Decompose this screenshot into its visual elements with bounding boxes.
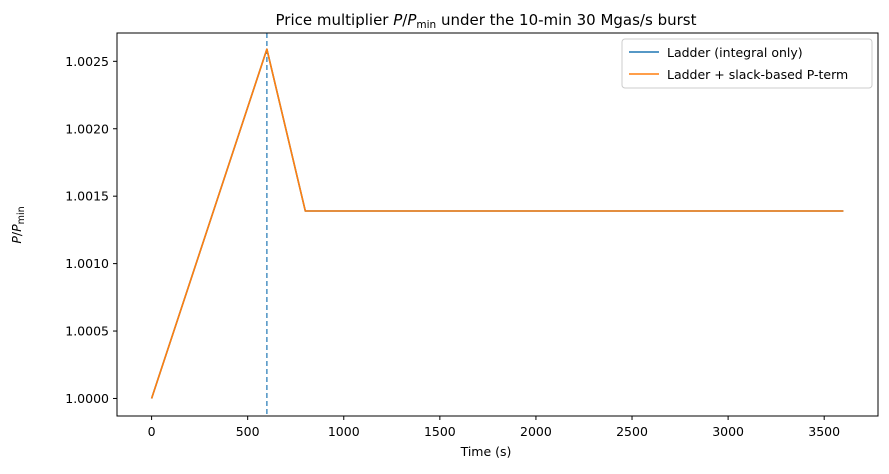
chart-title-sub: min bbox=[416, 19, 436, 31]
chart-title-suffix: under the 10-min 30 Mgas/s burst bbox=[436, 11, 696, 29]
chart-title: Price multiplier P/Pmin under the 10-min… bbox=[276, 11, 697, 31]
x-tick-label: 2000 bbox=[520, 424, 552, 439]
y-axis-label-slash: / bbox=[9, 231, 24, 236]
chart-title-slash: / bbox=[402, 11, 408, 29]
y-axis-ticks: 1.0000 1.0005 1.0010 1.0015 1.0020 1.0025 bbox=[65, 54, 117, 406]
x-tick-label: 1500 bbox=[424, 424, 456, 439]
x-tick-label: 3500 bbox=[808, 424, 840, 439]
x-tick-label: 2500 bbox=[616, 424, 648, 439]
legend-label-1: Ladder + slack-based P-term bbox=[667, 67, 848, 82]
y-tick-label: 1.0020 bbox=[65, 121, 109, 136]
chart-title-prefix: Price multiplier bbox=[276, 11, 394, 29]
plot-frame bbox=[116, 32, 879, 417]
x-axis-ticks: 0 500 1000 1500 2000 2500 3000 3500 bbox=[148, 416, 840, 439]
y-axis-label: P/Pmin bbox=[9, 206, 27, 243]
legend-label-0: Ladder (integral only) bbox=[667, 45, 803, 60]
x-axis-label: Time (s) bbox=[460, 444, 512, 459]
series-line-1 bbox=[150, 48, 844, 399]
legend: Ladder (integral only) Ladder + slack-ba… bbox=[621, 38, 873, 89]
y-axis-label-var2: P bbox=[9, 224, 24, 232]
y-tick-label: 1.0005 bbox=[65, 324, 109, 339]
y-tick-label: 1.0000 bbox=[65, 391, 109, 406]
legend-box bbox=[621, 38, 873, 89]
chart-title-var: P bbox=[393, 11, 403, 29]
y-axis-label-var: P bbox=[9, 236, 24, 244]
y-tick-label: 1.0015 bbox=[65, 189, 109, 204]
x-tick-label: 500 bbox=[236, 424, 260, 439]
chart-title-var2: P bbox=[407, 11, 417, 29]
y-tick-label: 1.0025 bbox=[65, 54, 109, 69]
y-tick-label: 1.0010 bbox=[65, 256, 109, 271]
x-tick-label: 1000 bbox=[328, 424, 360, 439]
x-tick-label: 0 bbox=[148, 424, 156, 439]
series-layer bbox=[150, 48, 844, 399]
plot-area bbox=[117, 33, 878, 416]
y-axis-label-sub: min bbox=[16, 206, 27, 224]
x-tick-label: 3000 bbox=[712, 424, 744, 439]
